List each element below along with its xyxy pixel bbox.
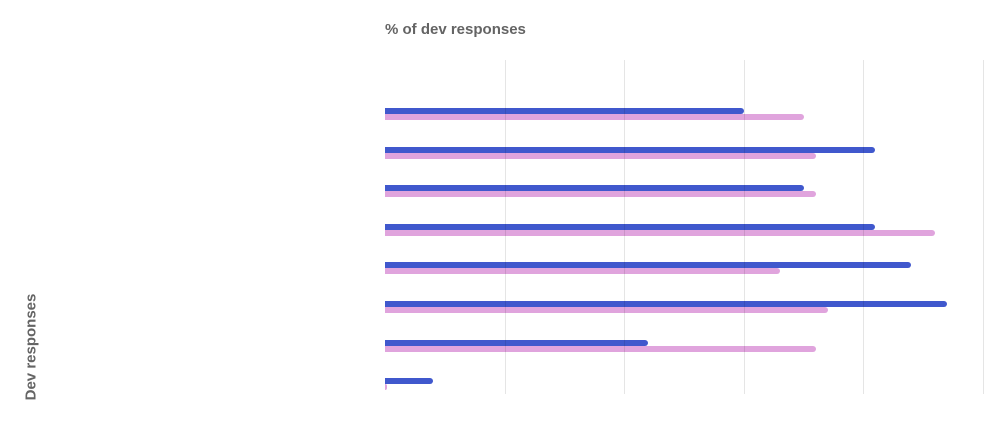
- bar-series-pink-row-7: [385, 346, 816, 352]
- bar-series-pink-row-2: [385, 153, 816, 159]
- gridline-80pct: [863, 60, 864, 394]
- bar-series-blue-row-6: [385, 301, 948, 307]
- bar-series-blue-row-5: [385, 262, 912, 268]
- bar-series-pink-row-1: [385, 114, 804, 120]
- bar-series-blue-row-2: [385, 147, 876, 153]
- bar-series-pink-row-5: [385, 268, 780, 274]
- bar-series-blue-row-3: [385, 185, 804, 191]
- gridline-40pct: [624, 60, 625, 394]
- bar-series-blue-row-8: [385, 378, 433, 384]
- gridline-100pct: [983, 60, 984, 394]
- bar-series-pink-row-6: [385, 307, 828, 313]
- bar-series-blue-row-4: [385, 224, 876, 230]
- bar-series-blue-row-1: [385, 108, 744, 114]
- bar-series-blue-row-7: [385, 340, 649, 346]
- bar-series-pink-row-8: [385, 384, 387, 390]
- bar-series-pink-row-3: [385, 191, 816, 197]
- bar-series-pink-row-4: [385, 230, 936, 236]
- gridline-60pct: [744, 60, 745, 394]
- chart-title: % of dev responses: [385, 21, 526, 38]
- gridline-20pct: [505, 60, 506, 394]
